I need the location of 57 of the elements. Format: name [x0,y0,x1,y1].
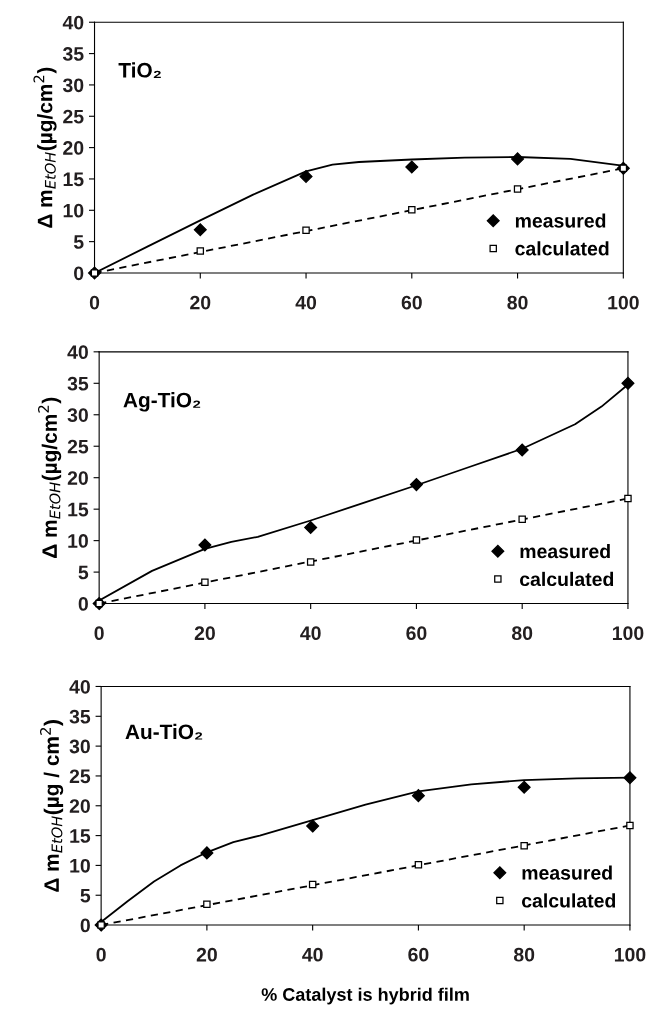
x-tick-label: 100 [614,947,646,962]
y-tick-label: 40 [67,345,88,360]
y-tick-label: 5 [80,888,91,903]
y-tick-label: 15 [68,502,89,517]
x-tick-label: 60 [406,626,427,641]
x-tick-label: 20 [194,626,215,641]
legend-label: measured [515,213,606,228]
x-tick-label: 40 [300,626,321,641]
y-tick-label: 40 [62,15,84,30]
y-tick-label: 5 [78,565,89,580]
y-tick-label: 35 [62,47,84,61]
legend-label: calculated [521,893,616,908]
y-axis-title: Δ m$_{EtOH}$(µg/cm$^{2}$) [38,397,62,558]
x-axis-title: % Catalyst is hybrid film [261,987,469,1005]
y-tick-label: 10 [68,534,88,548]
x-tick-label: 40 [302,947,323,962]
y-tick-label: 0 [80,918,90,933]
y-tick-label: 10 [63,203,84,218]
x-tick-label: 100 [608,295,639,310]
y-tick-label: 40 [69,679,90,694]
y-tick-label: 25 [63,109,84,124]
annotation: TiO₂ [118,62,161,79]
y-tick-label: 15 [70,829,91,843]
x-tick-label: 60 [408,947,429,962]
x-tick-label: 40 [295,295,317,310]
y-tick-label: 10 [70,858,90,873]
legend-label: measured [522,865,612,880]
x-tick-label: 0 [96,947,106,962]
y-tick-label: 25 [67,439,89,454]
x-tick-label: 100 [612,626,644,641]
x-tick-label: 20 [190,295,211,310]
y-tick-label: 20 [69,799,90,813]
y-tick-label: 30 [67,408,88,423]
y-tick-label: 35 [67,376,89,391]
y-tick-label: 20 [63,141,84,155]
annotation: Au-TiO₂ [125,723,203,740]
x-tick-label: 80 [507,295,528,310]
legend-label: calculated [520,571,614,587]
legend-label: calculated [515,241,609,256]
y-tick-label: 35 [69,709,91,724]
x-tick-label: 80 [511,626,533,641]
y-axis-title: Δ m$_{EtOH}$(µg/cm$^{2}$) [33,67,57,228]
y-axis-title: Δ m$_{EtOH}$(µg / cm$^{2}$) [39,720,64,892]
y-tick-label: 20 [67,471,88,485]
y-tick-label: 15 [63,172,84,187]
x-tick-label: 80 [513,947,535,962]
annotation: Ag-TiO₂ [123,392,201,412]
y-tick-label: 0 [78,597,88,611]
y-tick-label: 30 [62,78,84,93]
x-tick-label: 60 [401,295,422,310]
y-tick-label: 25 [69,769,91,784]
y-tick-label: 5 [73,235,84,249]
y-tick-label: 30 [69,739,90,754]
x-tick-label: 20 [196,947,217,962]
legend-label: measured [520,543,610,559]
y-tick-label: 0 [74,266,84,281]
x-tick-label: 0 [94,626,104,641]
